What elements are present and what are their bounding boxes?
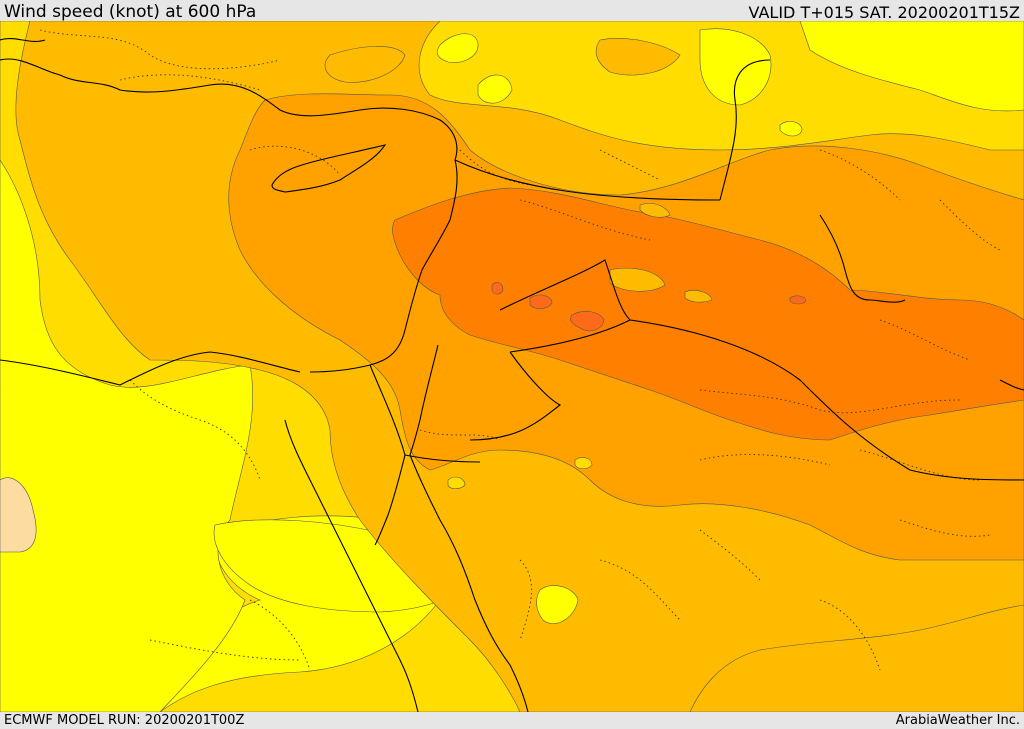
coastlines-borders xyxy=(0,38,1024,712)
header-bar: Wind speed (knot) at 600 hPa VALID T+015… xyxy=(0,0,1024,22)
model-run: ECMWF MODEL RUN: 20200201T00Z xyxy=(4,713,245,728)
valid-time: VALID T+015 SAT. 20200201T15Z xyxy=(748,3,1020,22)
dotted-lines xyxy=(39,29,1001,671)
patch-light-5 xyxy=(324,46,406,83)
patch-weak xyxy=(0,477,37,553)
blob-yellow-2 xyxy=(477,74,513,104)
patch-strongest-3 xyxy=(491,282,504,295)
patch-strongest-2 xyxy=(529,294,553,309)
patch-strongest-1 xyxy=(570,311,605,332)
patch-light-3 xyxy=(536,585,579,624)
blob-yellow-3 xyxy=(779,121,803,137)
blob-yellow-1 xyxy=(436,33,479,63)
patch-medium-1 xyxy=(609,267,666,292)
band-lightest-ne xyxy=(799,21,1024,112)
patch-light-2 xyxy=(447,476,466,490)
patch-medium-2 xyxy=(684,290,713,303)
footer-bar: ECMWF MODEL RUN: 20200201T00Z ArabiaWeat… xyxy=(0,712,1024,729)
patch-strongest-4 xyxy=(789,295,807,305)
weather-map[interactable] xyxy=(0,21,1024,712)
patch-light-1 xyxy=(574,457,593,470)
provider-credit: ArabiaWeather Inc. xyxy=(895,713,1020,728)
patch-light-4 xyxy=(595,38,681,76)
band-lightest-ne2 xyxy=(699,28,772,106)
patch-medium-3 xyxy=(639,203,671,218)
map-title: Wind speed (knot) at 600 hPa xyxy=(4,2,257,22)
